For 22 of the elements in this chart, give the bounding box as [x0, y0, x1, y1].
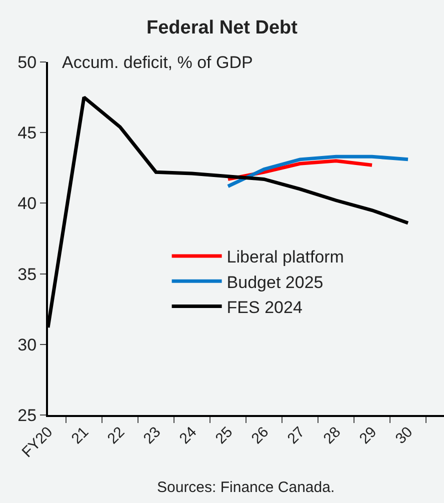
x-tick-label: 28: [320, 424, 344, 448]
x-tick-label: 25: [212, 424, 236, 448]
y-axis-title: Accum. deficit, % of GDP: [62, 53, 253, 72]
y-tick-label: 35: [18, 264, 37, 284]
x-tick-label: 30: [392, 424, 416, 448]
y-tick-label: 40: [18, 194, 37, 214]
y-tick-label: 25: [18, 406, 37, 425]
legend-label: FES 2024: [226, 298, 302, 317]
x-tick-label: 21: [68, 424, 92, 448]
x-tick-label: 27: [284, 424, 308, 448]
y-tick-label: 30: [18, 335, 37, 354]
legend-label: Budget 2025: [226, 272, 324, 292]
chart-title: Federal Net Debt: [146, 17, 298, 38]
legend-label: Liberal platform: [226, 248, 344, 267]
source-note: Sources: Finance Canada.: [157, 479, 335, 496]
x-tick-label: 23: [140, 424, 164, 448]
x-tick-label: 29: [356, 424, 380, 448]
y-tick-label: 50: [18, 52, 37, 72]
x-tick-label: 24: [176, 424, 200, 448]
x-tick-label: 26: [248, 424, 272, 448]
x-tick-label: 22: [104, 424, 128, 448]
y-tick-label: 45: [18, 124, 37, 143]
